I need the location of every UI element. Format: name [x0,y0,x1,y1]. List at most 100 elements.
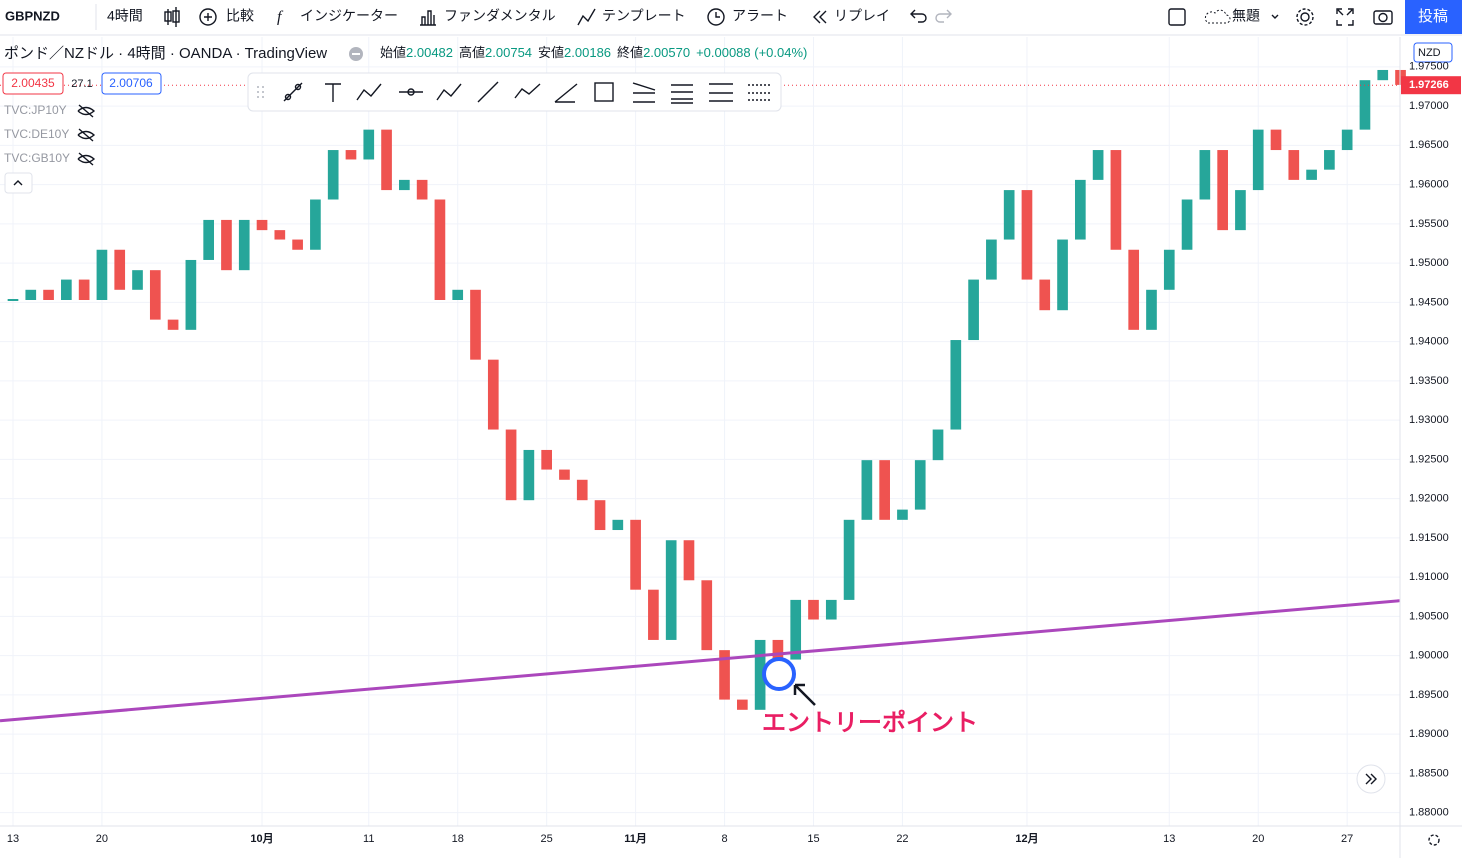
x-tick-label: 18 [452,833,464,845]
candle-body [434,199,446,300]
candle-body [1128,249,1140,330]
fundamental-icon [420,10,436,26]
symbol[interactable]: GBPNZD [5,8,60,23]
candle-body [1003,190,1015,240]
fundamentals[interactable]: ファンダメンタル [444,8,556,24]
candle-body [96,249,108,300]
undo[interactable] [910,9,927,23]
candle-body [1341,129,1353,151]
ohlc-value: 2.00482 [406,45,453,60]
candle-body [1146,289,1157,330]
fullscreen-icon[interactable] [1336,8,1354,26]
candle-body [630,519,641,590]
currency[interactable]: NZD [1418,47,1441,59]
candle-body [683,540,695,581]
dropdown[interactable] [1271,14,1279,19]
candle-body [452,289,464,300]
candle-body [950,340,962,430]
templates[interactable]: テンプレート [602,8,686,24]
y-tick-label: 1.90500 [1409,610,1449,622]
drawing-tools[interactable] [283,81,772,104]
spread: 27.1 [71,78,92,90]
eye-icons[interactable] [77,104,96,166]
candle-body [78,279,90,300]
candle-body [1359,80,1371,130]
candle-body [61,279,72,300]
top-toolbar: GBPNZD 4時間 比較 f インジケーター ファンダメンタル テンプレート … [0,0,1462,36]
y-tick-label: 1.93500 [1409,375,1449,387]
candle-body [1288,150,1300,180]
publish-button[interactable] [1405,0,1462,34]
alert[interactable]: アラート [732,8,788,24]
candle-body [897,509,908,520]
legend: ポンド／NZドル · 4時間 · OANDA · TradingView 始値2… [2,45,807,194]
candle-body [1039,279,1051,311]
x-tick-label: 22 [896,833,908,845]
replay[interactable]: リプレイ [834,8,890,24]
x-tick-label: 25 [541,833,553,845]
ohlc-value: 2.00570 [643,45,690,60]
candle-body [843,519,855,600]
candle-body [487,359,499,430]
y-tick-label: 1.92500 [1409,453,1449,465]
x-tick-label: 12月 [1015,832,1038,845]
chart-type-icon[interactable] [164,7,180,27]
candle-body [167,319,179,330]
currency-button[interactable] [1413,42,1453,63]
layout-icon[interactable] [1168,8,1186,26]
last-price: 1.97266 [1409,79,1449,91]
candle-body [1377,69,1389,81]
candle-body [310,199,321,250]
candle-body [808,599,819,620]
x-tick-label: 20 [1252,833,1264,845]
y-tick-label: 1.91000 [1409,571,1449,583]
candle-body [932,429,944,461]
ohlc-label: 安値 [538,45,564,60]
y-tick-label: 1.94500 [1409,296,1449,308]
candle-body [754,639,766,710]
y-tick-label: 1.97000 [1409,100,1449,112]
candle-body [1092,150,1104,180]
collapse-button[interactable] [4,172,33,194]
candle-body [541,449,552,470]
candle-body [701,580,713,651]
x-tick-label: 11 [363,833,374,845]
layout-name[interactable]: 無題 [1232,8,1260,24]
ohlc-label: 終値 [617,45,643,60]
indicators[interactable]: インジケーター [300,8,398,24]
candle-body [327,150,339,200]
candle-body [1217,150,1228,231]
compare-icon[interactable] [199,8,217,26]
ohlc-label: 始値 [380,45,406,60]
entry-arrow [793,683,816,706]
template-icon [577,8,596,26]
interval[interactable]: 4時間 [107,8,143,24]
candle-body [665,540,677,640]
y-tick-label: 1.95000 [1409,257,1449,269]
y-tick-label: 1.88000 [1409,807,1449,819]
redo[interactable] [935,9,952,23]
candle-body [1199,150,1211,200]
candle-body [149,270,161,320]
candle-body [559,469,570,480]
drawing-toolbar [247,72,782,112]
candle-body [986,239,997,280]
candle-body [1324,150,1335,170]
ohlc-value: +0.00088 (+0.04%) [696,45,807,60]
settings-icon[interactable] [1300,12,1310,22]
compare[interactable]: 比較 [226,8,254,24]
candle-body [399,179,410,191]
candle-body [648,589,659,640]
legend-ohlc: 始値2.00482 高値2.00754 安値2.00186 終値2.00570 +0.0… [380,45,807,60]
candle-body [256,219,268,231]
entry-circle [762,657,796,691]
y-tick-label: 1.90000 [1409,650,1449,662]
y-tick-label: 1.94000 [1409,336,1449,348]
bid-box [2,72,64,95]
publish[interactable]: 投稿 [1418,8,1448,25]
snapshot-icon[interactable] [1373,10,1393,25]
axis-settings[interactable] [1428,834,1440,846]
candle-body [185,259,197,330]
candle-body [1270,129,1282,151]
candle-body [612,519,624,531]
